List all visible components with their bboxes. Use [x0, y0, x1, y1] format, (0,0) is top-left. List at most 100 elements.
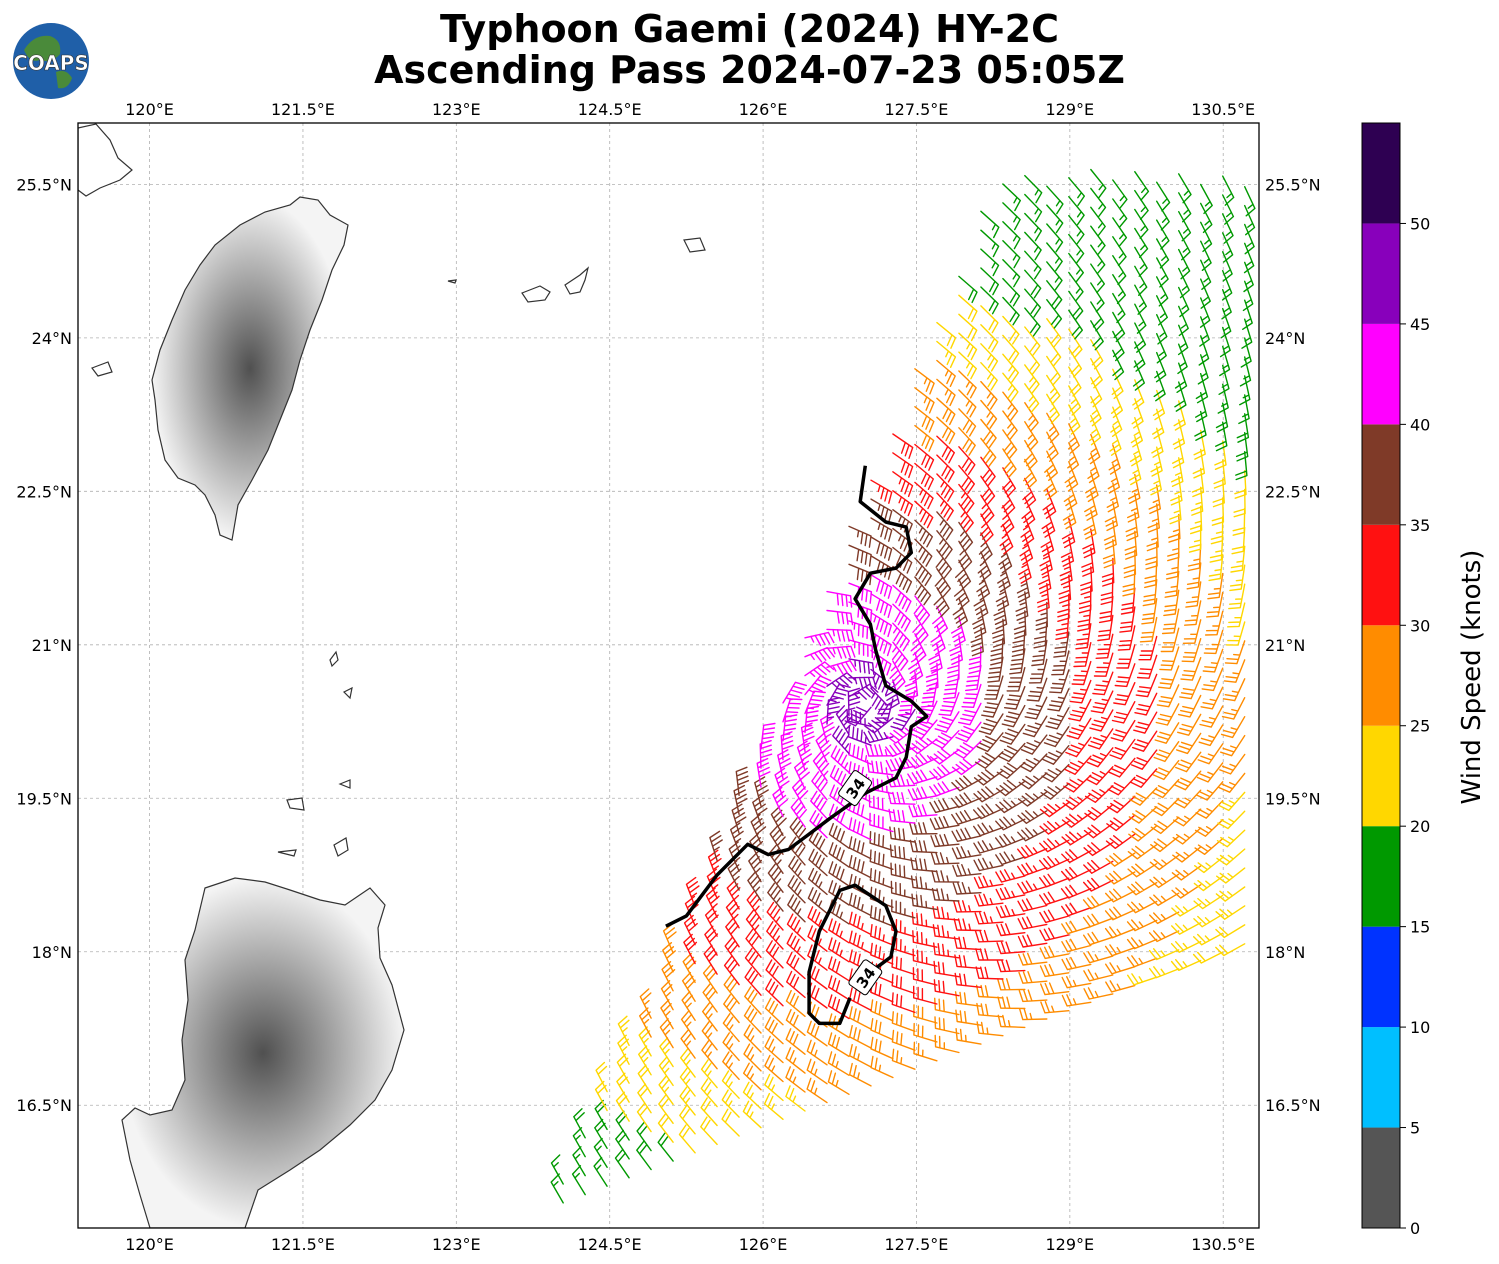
wind-barb [1051, 650, 1070, 676]
wind-barb [743, 1024, 762, 1053]
wind-barb [1002, 467, 1016, 498]
wind-barb [1046, 261, 1063, 291]
wind-barb [1002, 410, 1018, 441]
wind-barb [1024, 231, 1042, 261]
wind-barb [1221, 289, 1232, 320]
wind-barb [615, 1129, 630, 1160]
wind-barb [990, 637, 1004, 666]
wind-barb [870, 479, 893, 504]
wind-barb [1039, 545, 1053, 576]
wind-barb [1222, 175, 1235, 206]
wind-barb [786, 913, 806, 942]
wind-barb [1112, 179, 1128, 209]
wind-barb [828, 842, 850, 868]
wind-barb [1024, 696, 1048, 720]
wind-barb [765, 959, 784, 988]
wind-barb [891, 992, 916, 1014]
wind-barb [908, 652, 924, 683]
wind-barb [980, 305, 999, 334]
wind-barb [1126, 937, 1158, 950]
wind-barb [911, 911, 938, 929]
wind-barb [1090, 301, 1105, 332]
wind-barb [1234, 469, 1247, 499]
wind-barb [659, 1037, 674, 1068]
wind-barb [910, 633, 927, 664]
wind-barb [1058, 574, 1072, 604]
wind-barb [1006, 667, 1026, 692]
title-line-1: Typhoon Gaemi (2024) HY-2C [440, 7, 1059, 51]
wind-barb [1002, 183, 1021, 212]
wind-barb [1193, 894, 1224, 910]
wind-barb [869, 905, 894, 927]
wind-barb [1239, 356, 1252, 387]
wind-barb [1189, 505, 1203, 535]
wind-barb [1001, 704, 1026, 728]
wind-barb [997, 996, 1026, 1010]
wind-barb [952, 597, 968, 628]
wind-barb [914, 443, 935, 471]
wind-barb [1046, 431, 1059, 462]
wind-barb [1068, 404, 1081, 435]
wind-barb [722, 1051, 740, 1080]
wind-barb [806, 1058, 828, 1085]
lon-tick-label-top: 127.5°E [884, 100, 948, 119]
wind-barb [929, 748, 960, 765]
wind-barb [1039, 820, 1070, 835]
wind-barb [1171, 903, 1202, 917]
contour-label-box [848, 959, 883, 996]
wind-barb [1171, 457, 1184, 487]
wind-barb [1192, 951, 1224, 964]
wind-barb [743, 1062, 762, 1091]
wind-barb [973, 857, 1004, 872]
wind-barb [848, 873, 872, 898]
wind-barb [1193, 932, 1224, 946]
colorbar-segment [1362, 625, 1400, 726]
wind-barb [1134, 171, 1150, 201]
wind-barb [1090, 206, 1106, 237]
wind-barb [1213, 459, 1226, 489]
wind-barb [725, 917, 740, 948]
wind-barb [1085, 766, 1114, 786]
wind-barb [1090, 377, 1103, 408]
wind-barb [679, 1067, 696, 1097]
wind-barb [804, 675, 832, 696]
wind-barb [1018, 1007, 1048, 1021]
wind-barb [849, 1062, 872, 1087]
colorbar-tick-label: 10 [1410, 1018, 1430, 1037]
wind-barb [830, 745, 850, 774]
wind-barb [1024, 307, 1041, 337]
wind-barb [1024, 421, 1039, 452]
wind-barb [1154, 351, 1167, 383]
wind-barb [1046, 185, 1064, 215]
wind-barb [700, 1116, 718, 1146]
wind-barb [782, 698, 803, 723]
wind-barb [913, 1004, 938, 1024]
wind-barb [976, 1002, 1004, 1018]
wind-barb [1133, 711, 1158, 734]
wind-barb [1068, 233, 1085, 264]
lon-tick-label-bottom: 127.5°E [884, 1235, 948, 1254]
wind-barb [615, 1091, 630, 1122]
china-coast [78, 123, 133, 197]
wind-barb [707, 849, 722, 881]
wind-barb [1015, 591, 1029, 621]
wind-barb [750, 813, 767, 845]
wind-barb [1061, 812, 1092, 828]
lon-tick-label-top: 126°E [739, 100, 788, 119]
contour-label-box [838, 770, 873, 806]
wind-barb [1223, 659, 1246, 683]
wind-barb [792, 778, 809, 809]
wind-barb [870, 999, 894, 1022]
wind-barb [1217, 383, 1229, 414]
wind-barb [1090, 690, 1114, 714]
wind-barb [826, 628, 855, 643]
wind-barb [912, 614, 929, 645]
wind-barb [752, 795, 768, 826]
wind-barb [1188, 524, 1202, 553]
wind-barb [951, 792, 982, 809]
wind-barb [1148, 948, 1180, 961]
wind-barb [808, 848, 828, 877]
wind-barb [892, 452, 914, 479]
wind-barb [1190, 486, 1204, 516]
